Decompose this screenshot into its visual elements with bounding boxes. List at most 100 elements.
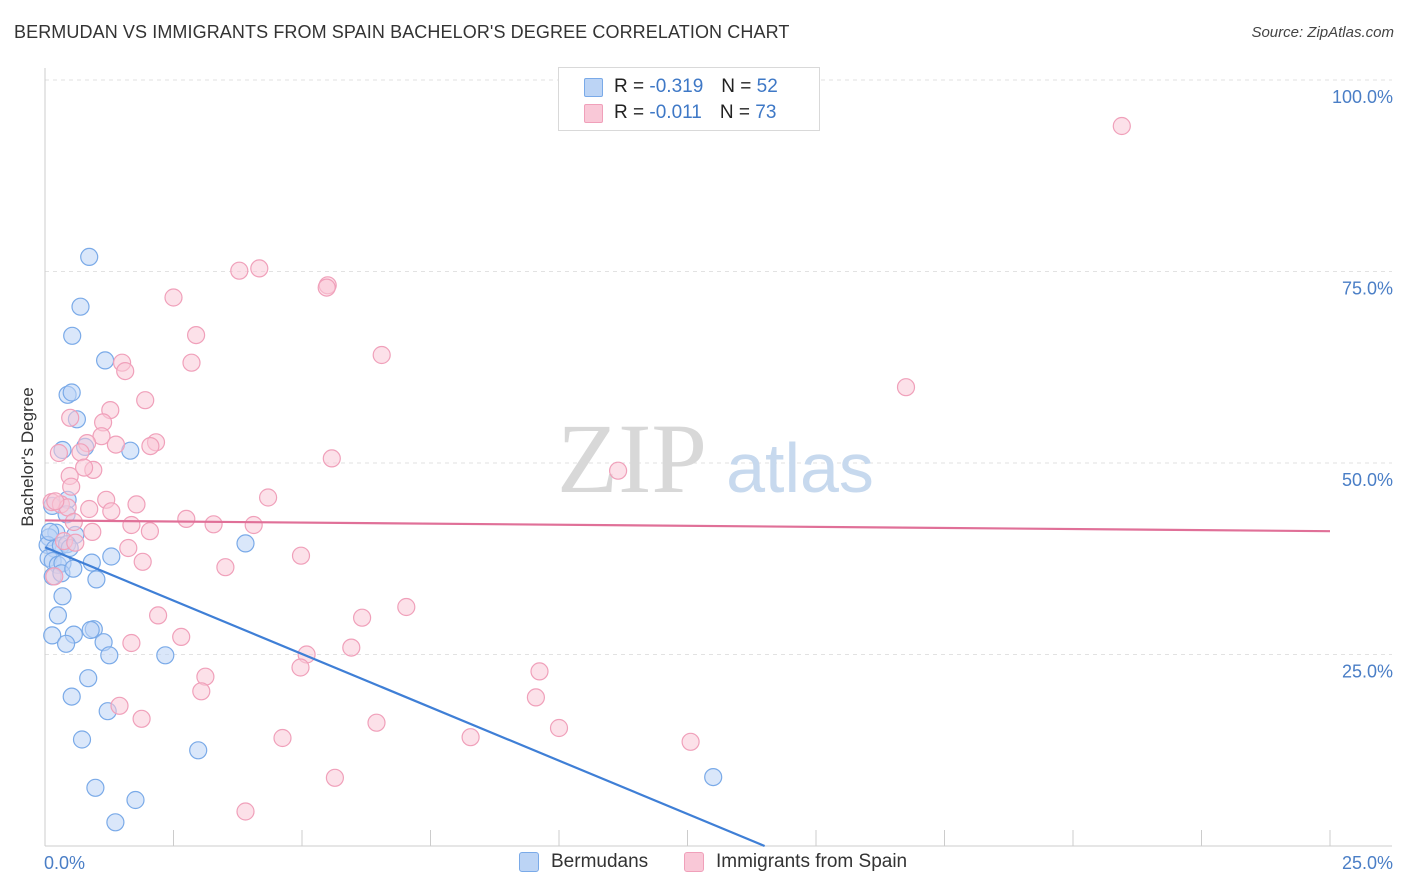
watermark-atlas: atlas	[726, 429, 874, 507]
data-point	[530, 662, 549, 681]
data-point	[342, 638, 361, 657]
legend-r-label: R =	[614, 102, 645, 123]
data-point	[83, 522, 102, 542]
data-point	[127, 495, 146, 514]
legend-n-value: 73	[755, 102, 777, 123]
legend-label-bermudans: Bermudans	[551, 851, 649, 872]
data-point	[216, 558, 235, 577]
trend-line-spain	[44, 519, 1331, 533]
data-point	[291, 658, 310, 677]
data-point	[49, 443, 69, 463]
data-point	[236, 534, 255, 553]
data-point	[45, 567, 64, 586]
watermark-zip: ZIP	[557, 403, 707, 514]
data-point	[322, 449, 341, 468]
data-point	[133, 552, 152, 571]
data-point	[259, 488, 278, 507]
legend-swatch-spain	[684, 852, 704, 872]
data-point	[74, 458, 94, 477]
legend-n-label: N =	[721, 76, 752, 97]
data-point	[192, 682, 211, 701]
data-point	[230, 261, 249, 280]
data-point	[102, 547, 121, 566]
data-point	[896, 378, 916, 397]
data-point	[291, 546, 311, 565]
data-point	[80, 247, 99, 266]
data-point	[250, 259, 269, 278]
data-point	[40, 522, 60, 542]
data-point	[372, 345, 391, 365]
data-point	[156, 646, 175, 665]
data-point	[61, 408, 80, 427]
correlation-legend: R = -0.319 N = 52 R = -0.011 N = 73	[558, 67, 820, 131]
data-point	[43, 626, 62, 645]
data-point	[164, 288, 183, 307]
data-point	[87, 570, 106, 589]
data-point	[81, 620, 100, 640]
gridlines	[45, 79, 1392, 655]
data-point	[136, 391, 155, 410]
y-tick-label: 50.0%	[1342, 470, 1393, 490]
legend-n-label: N =	[719, 102, 750, 123]
data-point	[189, 741, 208, 760]
data-point	[204, 515, 223, 534]
y-tick-label: 100.0%	[1332, 87, 1393, 107]
trend-line-bermudans	[44, 546, 766, 848]
legend-r-label: R =	[614, 76, 645, 97]
tick-labels: 25.0% 50.0% 75.0% 100.0% 0.0% 25.0%	[44, 87, 1393, 873]
data-point	[66, 533, 85, 552]
data-point	[126, 790, 145, 810]
data-point	[71, 297, 90, 316]
data-point	[141, 437, 160, 456]
trend-lines	[44, 519, 1331, 848]
data-point	[608, 461, 628, 480]
data-point	[236, 802, 255, 821]
data-point	[119, 538, 138, 558]
data-point	[704, 767, 723, 787]
source-label: Source: ZipAtlas.com	[1251, 24, 1394, 41]
zipatlas-watermark: ZIP atlas	[557, 403, 874, 514]
data-point	[72, 730, 92, 749]
legend-item-spain[interactable]: Immigrants from Spain	[684, 851, 907, 873]
x-tick-label: 25.0%	[1342, 853, 1393, 873]
data-point	[63, 326, 82, 345]
data-point	[172, 627, 191, 647]
data-point	[317, 278, 336, 297]
data-point	[106, 813, 125, 832]
data-point	[106, 435, 126, 454]
data-point	[177, 509, 196, 529]
legend-r-value: -0.011	[649, 102, 702, 123]
series-spain	[42, 116, 1131, 821]
data-point	[64, 512, 83, 532]
data-point	[116, 362, 135, 381]
y-tick-label: 75.0%	[1342, 279, 1393, 299]
data-point	[80, 499, 99, 519]
data-point	[122, 515, 141, 535]
data-point	[64, 559, 83, 578]
legend-item-bermudans[interactable]: Bermudans	[519, 851, 648, 873]
x-tick-label: 0.0%	[44, 853, 85, 873]
data-point	[182, 353, 201, 372]
data-point	[681, 732, 700, 751]
data-points	[38, 116, 1131, 832]
legend-r-value: -0.319	[649, 76, 704, 97]
data-point	[102, 502, 121, 521]
axes	[44, 68, 1392, 847]
data-point	[397, 597, 416, 617]
data-point	[56, 634, 76, 653]
data-point	[46, 492, 65, 511]
legend-n-value: 52	[756, 76, 778, 97]
data-point	[549, 718, 569, 738]
data-point	[48, 606, 68, 625]
data-point	[62, 687, 81, 706]
data-point	[71, 443, 90, 462]
data-point	[244, 515, 263, 535]
data-point	[122, 633, 141, 653]
data-point	[353, 608, 372, 627]
data-point	[95, 351, 115, 370]
data-point	[53, 587, 72, 606]
legend-swatch-spain	[584, 103, 603, 123]
y-tick-label: 25.0%	[1342, 662, 1393, 682]
data-point	[62, 477, 81, 496]
legend-label-spain: Immigrants from Spain	[716, 851, 908, 872]
